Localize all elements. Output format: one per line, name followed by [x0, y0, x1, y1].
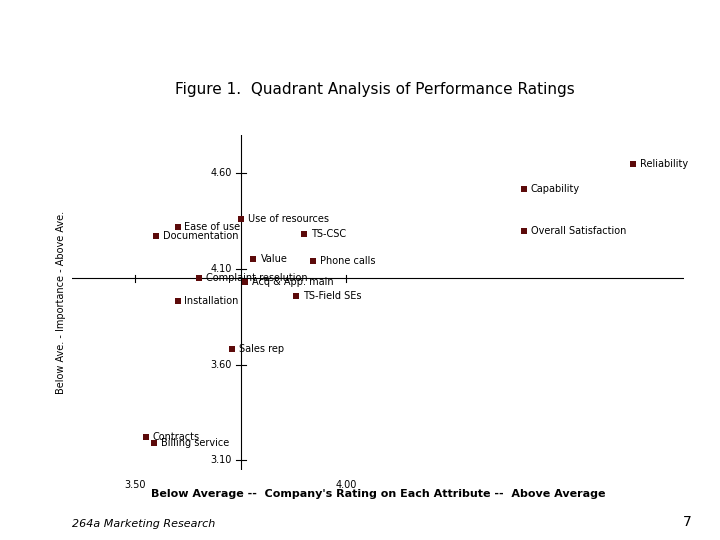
- Text: TS-Field SEs: TS-Field SEs: [302, 291, 361, 301]
- Text: 264a Marketing Research: 264a Marketing Research: [72, 519, 215, 529]
- Text: 3.50: 3.50: [125, 480, 146, 490]
- Text: Billing service: Billing service: [161, 438, 230, 448]
- Text: Reliability: Reliability: [640, 159, 688, 168]
- Text: Capability: Capability: [531, 184, 580, 193]
- Text: TS-CSC: TS-CSC: [311, 230, 346, 239]
- X-axis label: Below Average --  Company's Rating on Each Attribute --  Above Average: Below Average -- Company's Rating on Eac…: [150, 489, 606, 500]
- Text: 4.60: 4.60: [210, 168, 232, 178]
- Text: Ease of use: Ease of use: [184, 222, 240, 232]
- Text: 4.00: 4.00: [336, 480, 357, 490]
- Text: 7: 7: [683, 515, 691, 529]
- Text: Complaint resolution: Complaint resolution: [206, 273, 307, 282]
- Text: 4.10: 4.10: [210, 264, 232, 274]
- Text: Phone calls: Phone calls: [320, 256, 375, 266]
- Text: 3.10: 3.10: [210, 455, 232, 465]
- Y-axis label: Below Ave. - Importance - Above Ave.: Below Ave. - Importance - Above Ave.: [56, 211, 66, 394]
- Text: Installation: Installation: [184, 296, 239, 306]
- Text: Sales rep: Sales rep: [239, 345, 284, 354]
- Text: Overall Satisfaction: Overall Satisfaction: [531, 226, 626, 235]
- Text: Use of resources: Use of resources: [248, 214, 329, 224]
- Text: Contracts: Contracts: [153, 433, 200, 442]
- Text: Documentation: Documentation: [163, 232, 239, 241]
- Text: 3.60: 3.60: [210, 360, 232, 369]
- Text: Figure 1.  Quadrant Analysis of Performance Ratings: Figure 1. Quadrant Analysis of Performan…: [174, 82, 575, 97]
- Text: Value: Value: [261, 254, 287, 265]
- Text: Acq & App. main: Acq & App. main: [252, 278, 333, 287]
